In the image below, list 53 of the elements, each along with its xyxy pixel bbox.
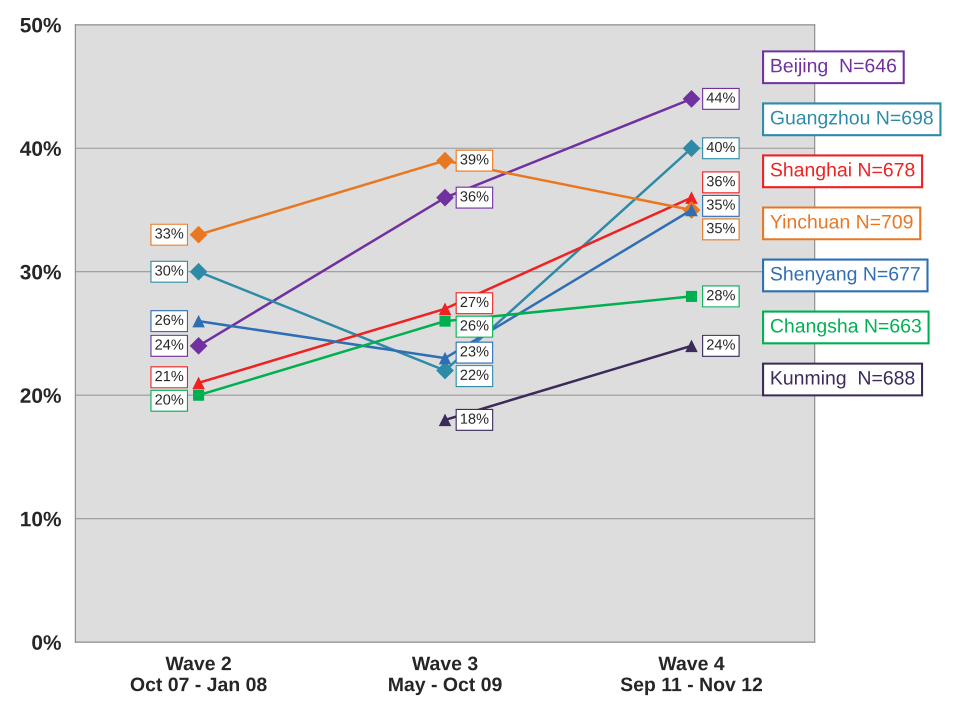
point bbox=[685, 340, 698, 352]
point bbox=[439, 316, 451, 327]
data-label: 26% bbox=[460, 320, 488, 331]
point bbox=[685, 191, 698, 204]
point bbox=[438, 352, 452, 364]
data-label: 33% bbox=[155, 228, 184, 239]
legend-label: Shanghai N=678 bbox=[770, 162, 914, 180]
text: Kunming N=688 bbox=[771, 370, 914, 389]
point bbox=[190, 262, 208, 281]
point bbox=[438, 302, 452, 316]
data-label: 30% bbox=[155, 265, 184, 276]
x-tick-label: Wave 3 May - Oct 09 bbox=[389, 656, 502, 696]
data-label: 24% bbox=[707, 339, 735, 350]
point bbox=[438, 414, 452, 426]
data-label: 18% bbox=[460, 413, 488, 424]
data-label: 35% bbox=[706, 199, 735, 210]
x-tick-label: Wave 2 Oct 07 - Jan 08 bbox=[130, 656, 267, 692]
text: Changsha N=663 bbox=[770, 318, 921, 337]
point bbox=[686, 290, 698, 302]
data-label: 21% bbox=[155, 370, 184, 382]
y-tick-label: 0% bbox=[32, 635, 61, 650]
data-label: 35% bbox=[706, 222, 735, 234]
text: Guangzhou N=698 bbox=[770, 110, 933, 128]
data-label: 24% bbox=[155, 339, 184, 350]
x-tick-label: Wave 4 Sep 11 - Nov 12 bbox=[620, 656, 762, 696]
legend-label: Yinchuan N=709 bbox=[770, 214, 913, 229]
point bbox=[436, 152, 454, 170]
data-label: 40% bbox=[706, 142, 735, 152]
y-tick-label: 30% bbox=[20, 264, 61, 280]
data-label: 27% bbox=[460, 296, 488, 308]
data-label: 23% bbox=[460, 346, 488, 357]
data-label: 39% bbox=[460, 154, 488, 165]
point bbox=[192, 314, 205, 328]
data-label: 28% bbox=[707, 290, 735, 300]
text: Beijing N=646 bbox=[771, 58, 896, 76]
y-tick-label: 10% bbox=[21, 512, 61, 526]
y-tick-label: 20% bbox=[20, 388, 61, 403]
data-label: 26% bbox=[155, 314, 184, 326]
point bbox=[190, 226, 208, 244]
point bbox=[193, 390, 204, 401]
data-label: 36% bbox=[706, 176, 735, 186]
point bbox=[682, 139, 700, 158]
data-label: 36% bbox=[460, 191, 488, 202]
text: Shenyang N=677 bbox=[770, 266, 920, 284]
point bbox=[192, 376, 205, 390]
point bbox=[190, 336, 208, 355]
data-label: 20% bbox=[155, 394, 184, 405]
y-tick-label: 40% bbox=[20, 141, 61, 156]
data-label: 44% bbox=[706, 92, 735, 103]
point bbox=[436, 188, 454, 206]
y-tick-label: 50% bbox=[20, 18, 61, 33]
point bbox=[682, 90, 700, 108]
data-label: 22% bbox=[460, 370, 488, 380]
